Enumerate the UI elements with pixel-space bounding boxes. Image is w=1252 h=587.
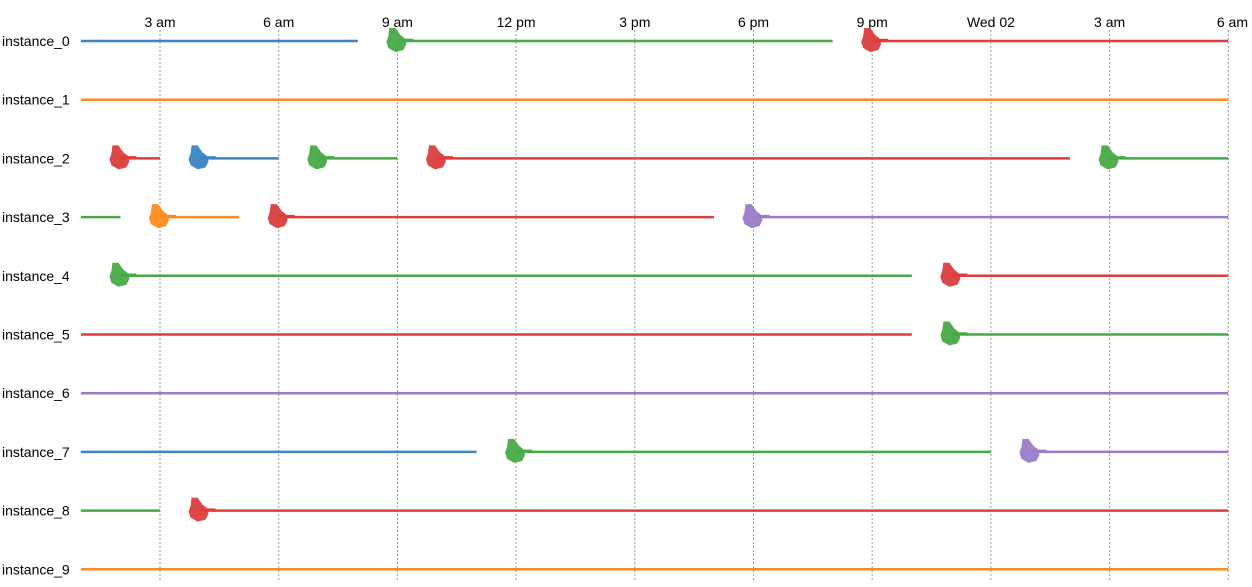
marker-instance_5-1 — [940, 321, 961, 346]
x-tick-label: 6 am — [1217, 14, 1248, 30]
marker-instance_4-0 — [109, 262, 130, 287]
row-labels: instance_0 instance_1 instance_2 instance_3… — [2, 33, 70, 577]
marker-instance_7-2 — [1019, 438, 1040, 463]
x-tick-label: Wed 02 — [967, 14, 1015, 30]
row-label: instance_8 — [2, 503, 70, 519]
row-label: instance_1 — [2, 92, 70, 108]
row-label: instance_4 — [2, 268, 70, 284]
marker-instance_2-2 — [307, 145, 328, 170]
x-tick-label: 3 pm — [619, 14, 650, 30]
marker-instance_2-3 — [425, 145, 446, 170]
x-tick-label: 9 pm — [857, 14, 888, 30]
x-tick-label: 6 am — [263, 14, 294, 30]
marker-instance_3-2 — [267, 204, 288, 229]
row-label: instance_9 — [2, 561, 70, 577]
marker-instance_4-1 — [940, 262, 961, 287]
gridlines — [159, 30, 1229, 580]
row-label: instance_3 — [2, 209, 70, 225]
marker-instance_7-1 — [505, 438, 526, 463]
marker-instance_0-1 — [386, 28, 407, 52]
marker-instance_2-4 — [1098, 145, 1119, 170]
marker-instance_2-0 — [109, 145, 130, 170]
row-label: instance_0 — [2, 33, 70, 49]
x-tick-label: 9 am — [382, 14, 413, 30]
x-tick-label: 12 pm — [497, 14, 536, 30]
row-label: instance_5 — [2, 327, 70, 343]
timeline-segments — [80, 28, 1229, 571]
marker-instance_8-1 — [188, 497, 209, 522]
row-label: instance_7 — [2, 444, 70, 460]
marker-instance_3-3 — [742, 204, 763, 229]
marker-instance_3-1 — [149, 204, 169, 229]
marker-instance_2-1 — [188, 145, 209, 170]
x-tick-label: 3 am — [144, 14, 175, 30]
x-tick-label: 6 pm — [738, 14, 769, 30]
row-label: instance_6 — [2, 385, 70, 401]
x-axis-ticks: 3 am 6 am 9 am 12 pm 3 pm 6 pm 9 pm Wed 02 3 am 6… — [144, 14, 1248, 30]
row-label: instance_2 — [2, 150, 70, 166]
x-tick-label: 3 am — [1094, 14, 1125, 30]
marker-instance_0-2 — [861, 28, 882, 52]
